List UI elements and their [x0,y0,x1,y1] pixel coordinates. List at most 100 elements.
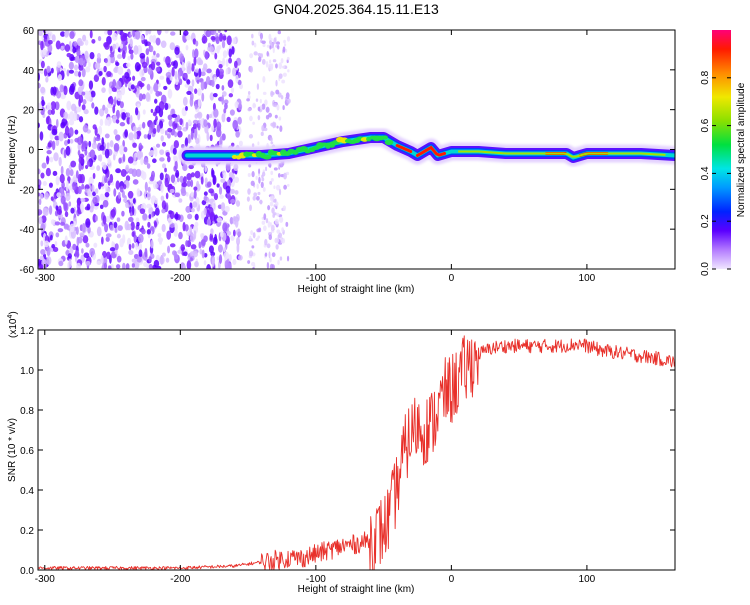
snr-x-tick-label: -200 [170,574,190,585]
noise-speckle [45,116,50,125]
noise-speckle-sparse [269,195,274,202]
noise-speckle [195,137,200,144]
noise-speckle [69,119,75,126]
noise-speckle-sparse [275,201,279,207]
noise-speckle [205,30,212,38]
noise-speckle [193,230,197,240]
noise-speckle-sparse [262,187,266,192]
noise-speckle [182,163,188,172]
snr-y-tick-label: 0.4 [20,486,34,497]
noise-speckle-sparse [256,83,260,90]
noise-speckle [228,171,234,178]
spectrogram-y-label: Frequency (Hz) [7,116,18,185]
noise-speckle [104,57,108,64]
noise-speckle [153,221,158,228]
noise-speckle [121,210,125,217]
noise-speckle [122,262,126,269]
noise-speckle [74,250,80,259]
noise-speckle [84,50,89,60]
spectrogram-y-tick-label: 60 [23,26,35,37]
noise-speckle [75,226,79,235]
ridge-blob [231,154,238,159]
noise-speckle [219,136,223,145]
noise-speckle [101,87,106,93]
noise-speckle [160,135,164,142]
noise-speckle [72,46,77,54]
noise-speckle-sparse [277,173,281,178]
noise-speckle [71,181,78,191]
noise-speckle-sparse [281,79,286,84]
noise-speckle [181,189,187,197]
noise-speckle [184,137,189,148]
noise-speckle [228,253,232,262]
noise-speckle-sparse [255,98,259,102]
ridge-core-tail [458,150,666,158]
noise-speckle [179,53,185,63]
noise-speckle-sparse [273,167,278,171]
noise-speckle [65,183,69,192]
noise-speckle-sparse [279,162,284,168]
noise-speckle [206,68,212,74]
noise-speckle [113,96,117,106]
noise-speckle [84,39,89,46]
noise-speckle [150,108,154,113]
noise-speckle [159,149,165,155]
noise-speckle-sparse [252,195,256,201]
noise-speckle [60,165,64,176]
noise-speckle [234,60,238,69]
noise-speckle [182,72,186,78]
noise-speckle [73,220,77,227]
noise-speckle [40,222,46,233]
noise-speckle [134,61,141,72]
noise-speckle [54,241,58,247]
noise-speckle-sparse [274,114,278,119]
noise-speckle-sparse [276,125,279,129]
noise-speckle-sparse [247,91,251,95]
noise-speckle-sparse [250,230,254,236]
noise-speckle-sparse [258,176,261,184]
noise-speckle [204,165,208,173]
noise-speckle [156,30,162,36]
noise-speckle [104,223,109,233]
noise-speckle [152,127,157,134]
noise-speckle [91,142,98,150]
noise-speckle [119,185,124,193]
noise-speckle [47,39,53,45]
noise-speckle [103,262,108,269]
noise-speckle [214,52,218,60]
noise-speckle [223,246,226,253]
noise-speckle [87,188,92,198]
noise-speckle [46,102,52,112]
noise-speckle [86,203,91,211]
noise-speckle-sparse [270,137,273,142]
noise-speckle-sparse [273,185,276,190]
noise-speckle-sparse [267,205,271,211]
noise-speckle [83,252,90,259]
noise-speckle [215,36,220,45]
colorbar-tick-label: 0.4 [700,166,711,180]
noise-speckle [52,170,58,176]
noise-speckle-sparse [259,200,263,204]
noise-speckle-sparse [261,171,266,177]
noise-speckle-sparse [251,33,254,39]
noise-speckle [127,156,134,164]
noise-speckle-sparse [278,73,283,79]
noise-speckle [119,122,126,127]
noise-speckle [130,84,135,90]
spectrogram-y-tick-label: 20 [23,106,35,117]
noise-speckle [153,259,160,268]
noise-speckle [198,68,202,78]
noise-speckle-sparse [255,175,258,181]
noise-speckle [225,68,229,75]
noise-speckle [40,172,45,179]
snr-scale-prefix: (x10 [8,318,19,338]
noise-speckle [208,245,214,254]
noise-speckle [88,80,94,90]
noise-speckle [190,244,197,250]
noise-speckle [85,91,92,102]
noise-speckle [64,211,69,218]
noise-speckle [75,170,79,179]
noise-speckle [69,111,75,121]
noise-speckle [149,45,154,53]
